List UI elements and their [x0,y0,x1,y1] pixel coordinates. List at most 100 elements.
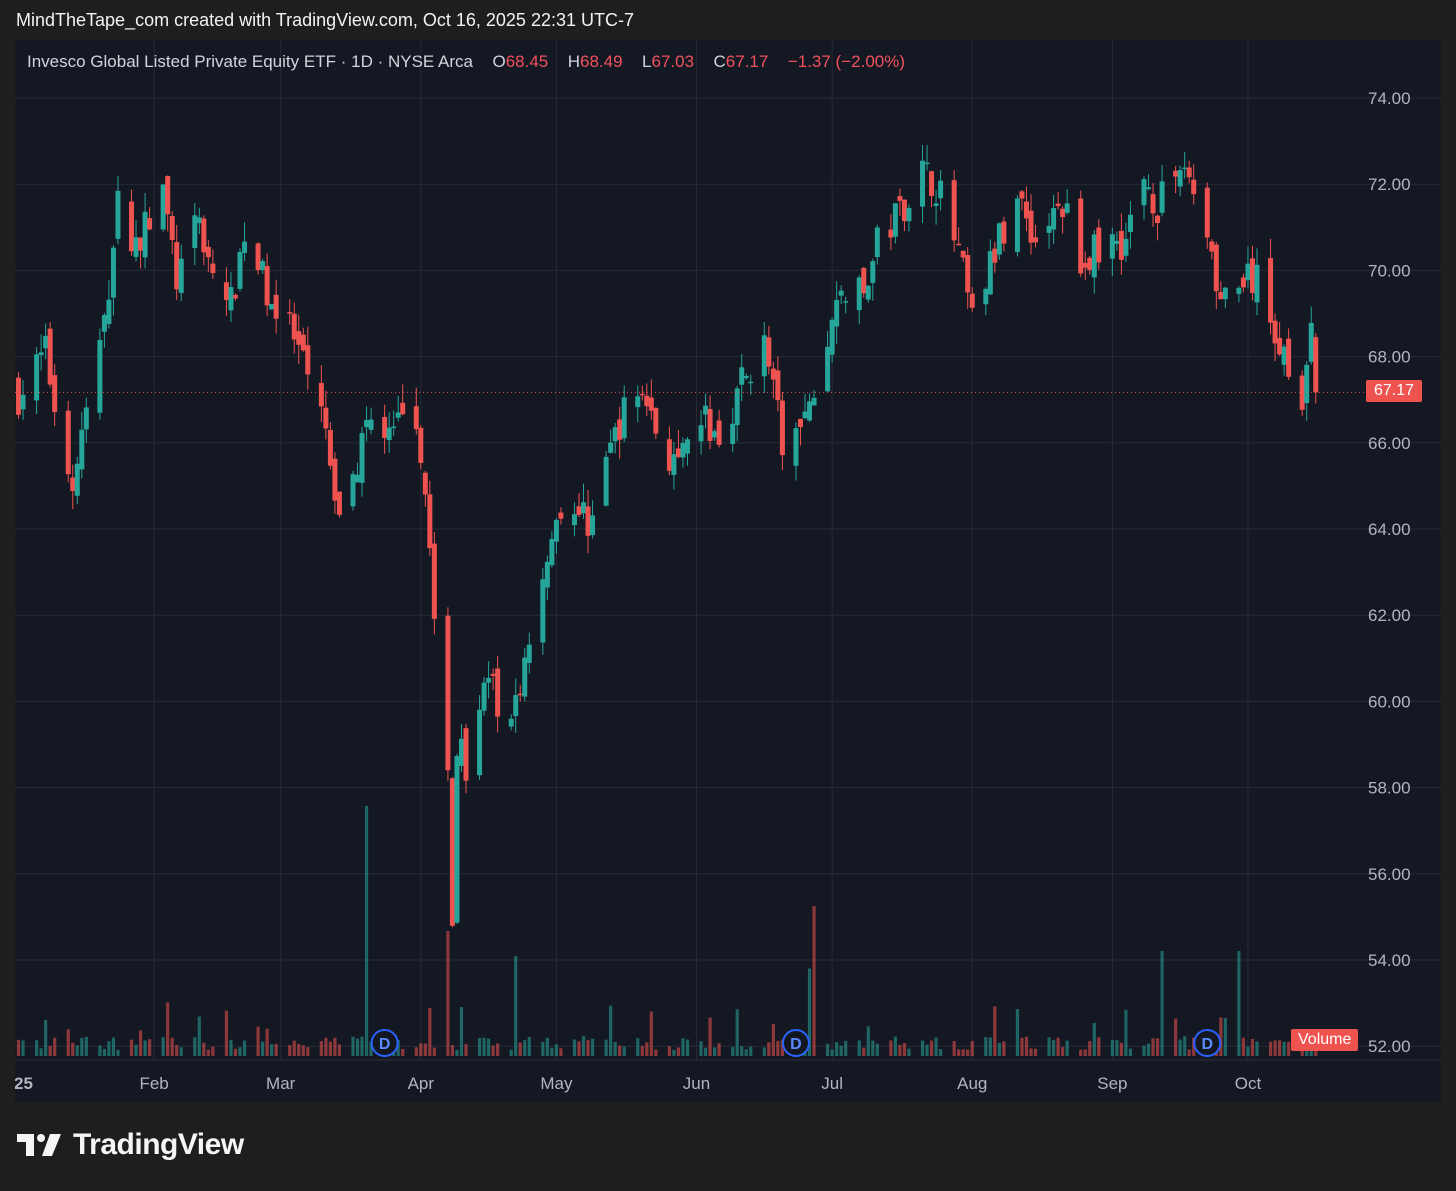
candle-body[interactable] [133,237,139,257]
candle-body[interactable] [793,428,799,466]
candle-body[interactable] [355,474,361,483]
candle-body[interactable] [856,277,862,311]
candle-body[interactable] [825,346,831,392]
candle-body[interactable] [549,539,555,566]
candle-body[interactable] [1268,258,1274,323]
candle-body[interactable] [427,494,433,549]
candle-body[interactable] [775,370,781,401]
candle-body[interactable] [1281,346,1287,365]
candle-body[interactable] [929,171,935,197]
candle-body[interactable] [779,400,785,456]
candle-body[interactable] [323,407,329,429]
candle-body[interactable] [648,397,654,411]
candle-body[interactable] [703,405,709,415]
candle-body[interactable] [332,458,338,501]
candle-body[interactable] [951,180,957,241]
candle-body[interactable] [1118,230,1124,260]
candle-body[interactable] [147,218,153,230]
price-axis[interactable]: 74.00 72.00 70.00 68.00 66.00 64.00 62.00 60.00… [1368,89,1411,1056]
candle-body[interactable] [861,267,867,294]
candle-body[interactable] [264,265,270,306]
candle-body[interactable] [400,402,406,415]
candle-body[interactable] [101,314,107,332]
candle-body[interactable] [1173,170,1179,177]
candle-body[interactable] [237,251,243,289]
candle-body[interactable] [892,203,898,237]
candle-body[interactable] [996,223,1002,255]
candle-body[interactable] [838,290,844,296]
candle-body[interactable] [1254,264,1260,303]
candle-body[interactable] [210,263,216,274]
dividend-marker-icon[interactable] [781,1029,810,1057]
candle-body[interactable] [644,395,650,407]
candle-body[interactable] [526,644,532,663]
candle-body[interactable] [269,303,275,310]
candle-body[interactable] [1286,338,1292,377]
candle-body[interactable] [992,248,998,263]
candle-body[interactable] [1182,167,1188,170]
dividend-marker-icon[interactable] [370,1029,399,1057]
candle-body[interactable] [653,407,659,434]
candle-body[interactable] [192,215,198,249]
candle-body[interactable] [169,215,175,241]
candle-body[interactable] [1249,258,1255,294]
candle-body[interactable] [228,287,234,311]
candle-body[interactable] [707,408,713,441]
candle-body[interactable] [807,401,813,421]
candle-body[interactable] [495,668,501,717]
candle-body[interactable] [458,738,464,766]
candle-body[interactable] [97,339,103,413]
candle-body[interactable] [16,377,22,415]
candle-body[interactable] [1222,287,1228,300]
candle-body[interactable] [635,396,641,408]
candle-body[interactable] [1146,187,1152,190]
candles[interactable] [16,145,1319,928]
candle-body[interactable] [834,299,840,327]
candle-body[interactable] [273,294,279,319]
candle-body[interactable] [865,285,871,300]
candle-body[interactable] [1218,292,1224,300]
candle-body[interactable] [513,695,519,717]
candle-body[interactable] [364,419,370,428]
candle-body[interactable] [1023,201,1029,219]
candle-body[interactable] [960,250,966,258]
candle-body[interactable] [924,162,930,165]
candle-body[interactable] [671,454,677,475]
candle-body[interactable] [1019,191,1025,199]
candle-body[interactable] [34,354,40,401]
candle-body[interactable] [336,491,342,515]
candle-body[interactable] [870,261,876,283]
candle-body[interactable] [553,519,559,542]
candle-body[interactable] [1299,375,1305,410]
candle-body[interactable] [1313,337,1319,393]
candle-body[interactable] [956,243,962,246]
candle-body[interactable] [1060,208,1066,218]
candle-body[interactable] [43,335,49,349]
candle-body[interactable] [888,229,894,238]
candle-body[interactable] [395,412,401,418]
candle-body[interactable] [1277,337,1283,355]
interval-label[interactable]: 1D [351,52,373,71]
candle-body[interactable] [739,367,745,385]
candle-body[interactable] [391,426,397,429]
candle-body[interactable] [1078,198,1084,274]
candle-body[interactable] [1240,277,1246,288]
candle-body[interactable] [1213,244,1219,292]
candle-body[interactable] [1114,240,1120,244]
candle-body[interactable] [300,334,306,351]
candle-body[interactable] [350,474,356,507]
candle-body[interactable] [983,288,989,305]
candle-body[interactable] [712,431,718,438]
candle-body[interactable] [477,709,483,776]
candle-body[interactable] [965,255,971,293]
candle-body[interactable] [680,443,686,458]
candle-body[interactable] [612,427,618,442]
candle-body[interactable] [508,718,514,727]
date-axis[interactable]: 2025 Feb Mar Apr May Jun Jul Aug Sep Oct [15,1074,1261,1093]
candle-body[interactable] [585,506,591,536]
candle-body[interactable] [698,425,704,442]
candle-body[interactable] [571,514,577,526]
candle-body[interactable] [165,176,171,215]
candle-body[interactable] [1001,221,1007,244]
candle-body[interactable] [359,433,365,483]
